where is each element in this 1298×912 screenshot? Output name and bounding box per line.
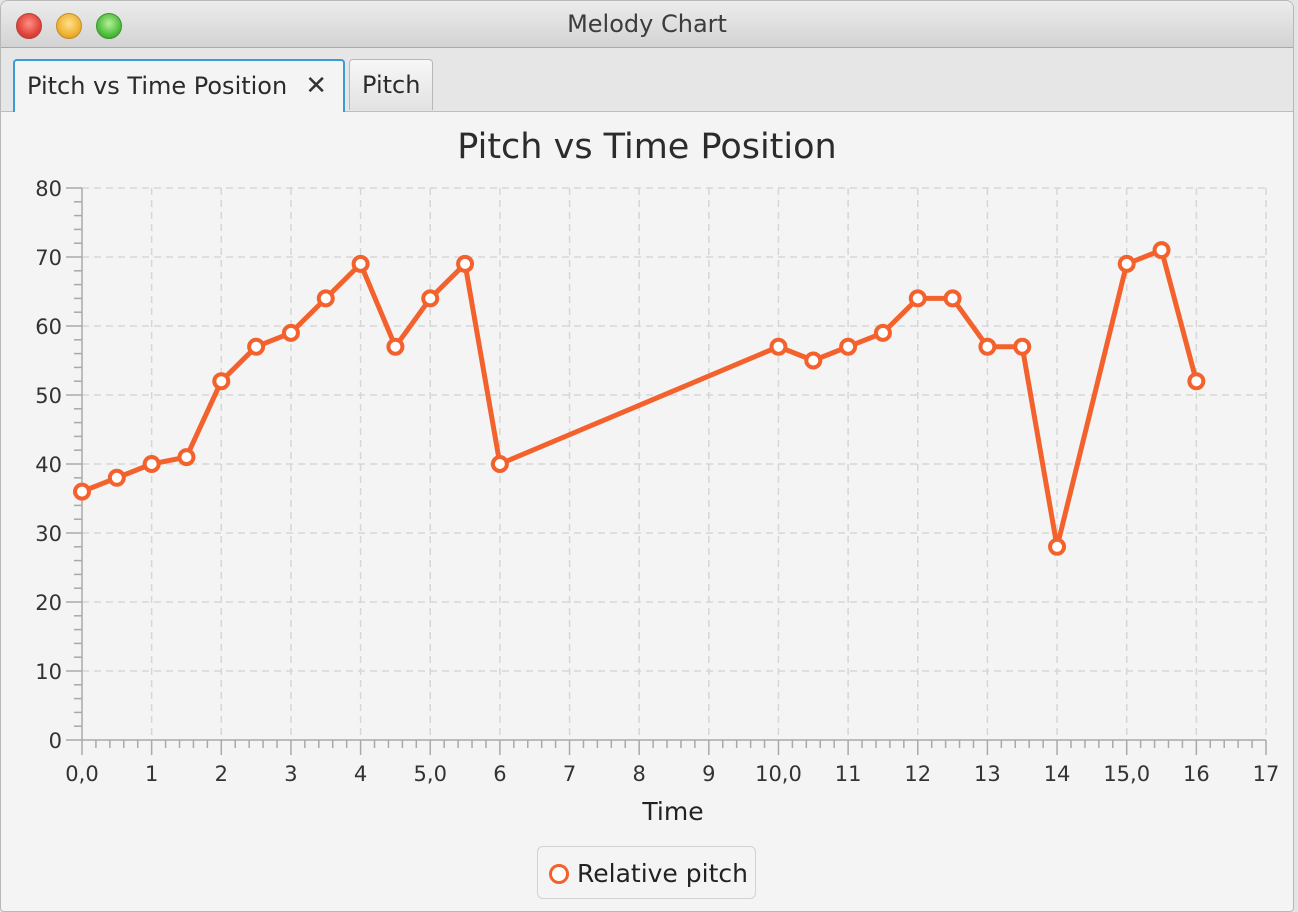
legend-label: Relative pitch [577,859,748,888]
x-tick-label: 17 [1253,762,1280,786]
data-point [212,372,231,391]
close-tab-icon[interactable]: ✕ [305,71,327,101]
data-point [908,289,927,308]
data-point [1187,372,1206,391]
data-point [107,468,126,487]
data-point [73,482,91,501]
y-tick-label: 60 [35,315,62,339]
x-tick-label: 11 [835,762,862,786]
legend-marker-icon [549,864,569,884]
x-tick-label: 16 [1183,762,1210,786]
y-tick-label: 0 [49,729,62,753]
legend: Relative pitch [537,846,756,899]
x-tick-label: 13 [974,762,1001,786]
chart-area: Pitch vs Time Position 0 10 20 30 40 50 60 70 80… [1,112,1293,911]
x-tick-label: 3 [284,762,297,786]
x-axis-label: Time [641,797,703,826]
y-tick-label: 80 [35,177,62,201]
x-tick-label: 14 [1044,762,1071,786]
data-point [873,323,892,342]
data-point [1048,537,1067,556]
data-point [978,337,997,356]
data-point [804,351,823,370]
y-tick-label: 70 [35,246,62,270]
x-tick-label: 10,0 [755,762,802,786]
data-point [1013,337,1032,356]
line-chart: Pitch vs Time Position 01020304050607080… [35,127,1280,826]
x-tick-label: 2 [215,762,228,786]
zoom-window-button[interactable] [96,13,122,39]
tab-pitch[interactable]: Pitch [349,59,433,110]
y-tick-label: 50 [35,384,62,408]
data-point [421,289,440,308]
close-window-button[interactable] [16,13,42,39]
y-tick-label: 40 [35,453,62,477]
data-point [247,337,266,356]
data-point [386,337,405,356]
window-title: Melody Chart [567,10,727,38]
tab-label: Pitch vs Time Position [27,72,288,100]
x-tick-label: 4 [354,762,367,786]
data-point [351,254,370,273]
chart-title: Pitch vs Time Position [457,127,836,167]
title-bar: Melody Chart [1,1,1293,48]
minimize-window-button[interactable] [56,13,82,39]
data-point [456,254,475,273]
data-point [142,455,161,473]
data-point [839,337,858,356]
data-point [1117,254,1136,273]
data-point [490,455,509,473]
x-tick-label: 9 [702,762,715,786]
x-tick-label: 1 [145,762,158,786]
x-tick-label: 12 [904,762,931,786]
x-tick-label: 15,0 [1103,762,1150,786]
x-tick-label: 7 [563,762,576,786]
tab-pitch-vs-time[interactable]: Pitch vs Time Position ✕ [13,59,345,112]
data-point [177,448,196,467]
x-tick-label: 0,0 [65,762,98,786]
data-point [281,323,300,342]
data-point [943,289,962,308]
y-tick-label: 30 [35,522,62,546]
x-tick-label: 5,0 [414,762,447,786]
x-tick-label: 6 [493,762,506,786]
data-point [769,337,788,356]
y-tick-label: 20 [35,591,62,615]
tab-label: Pitch [362,71,421,99]
data-point [1152,241,1171,260]
data-point [316,289,335,308]
y-tick-label: 10 [35,660,62,684]
tab-bar: Pitch vs Time Position ✕ Pitch [1,48,1293,112]
x-tick-label: 8 [632,762,645,786]
